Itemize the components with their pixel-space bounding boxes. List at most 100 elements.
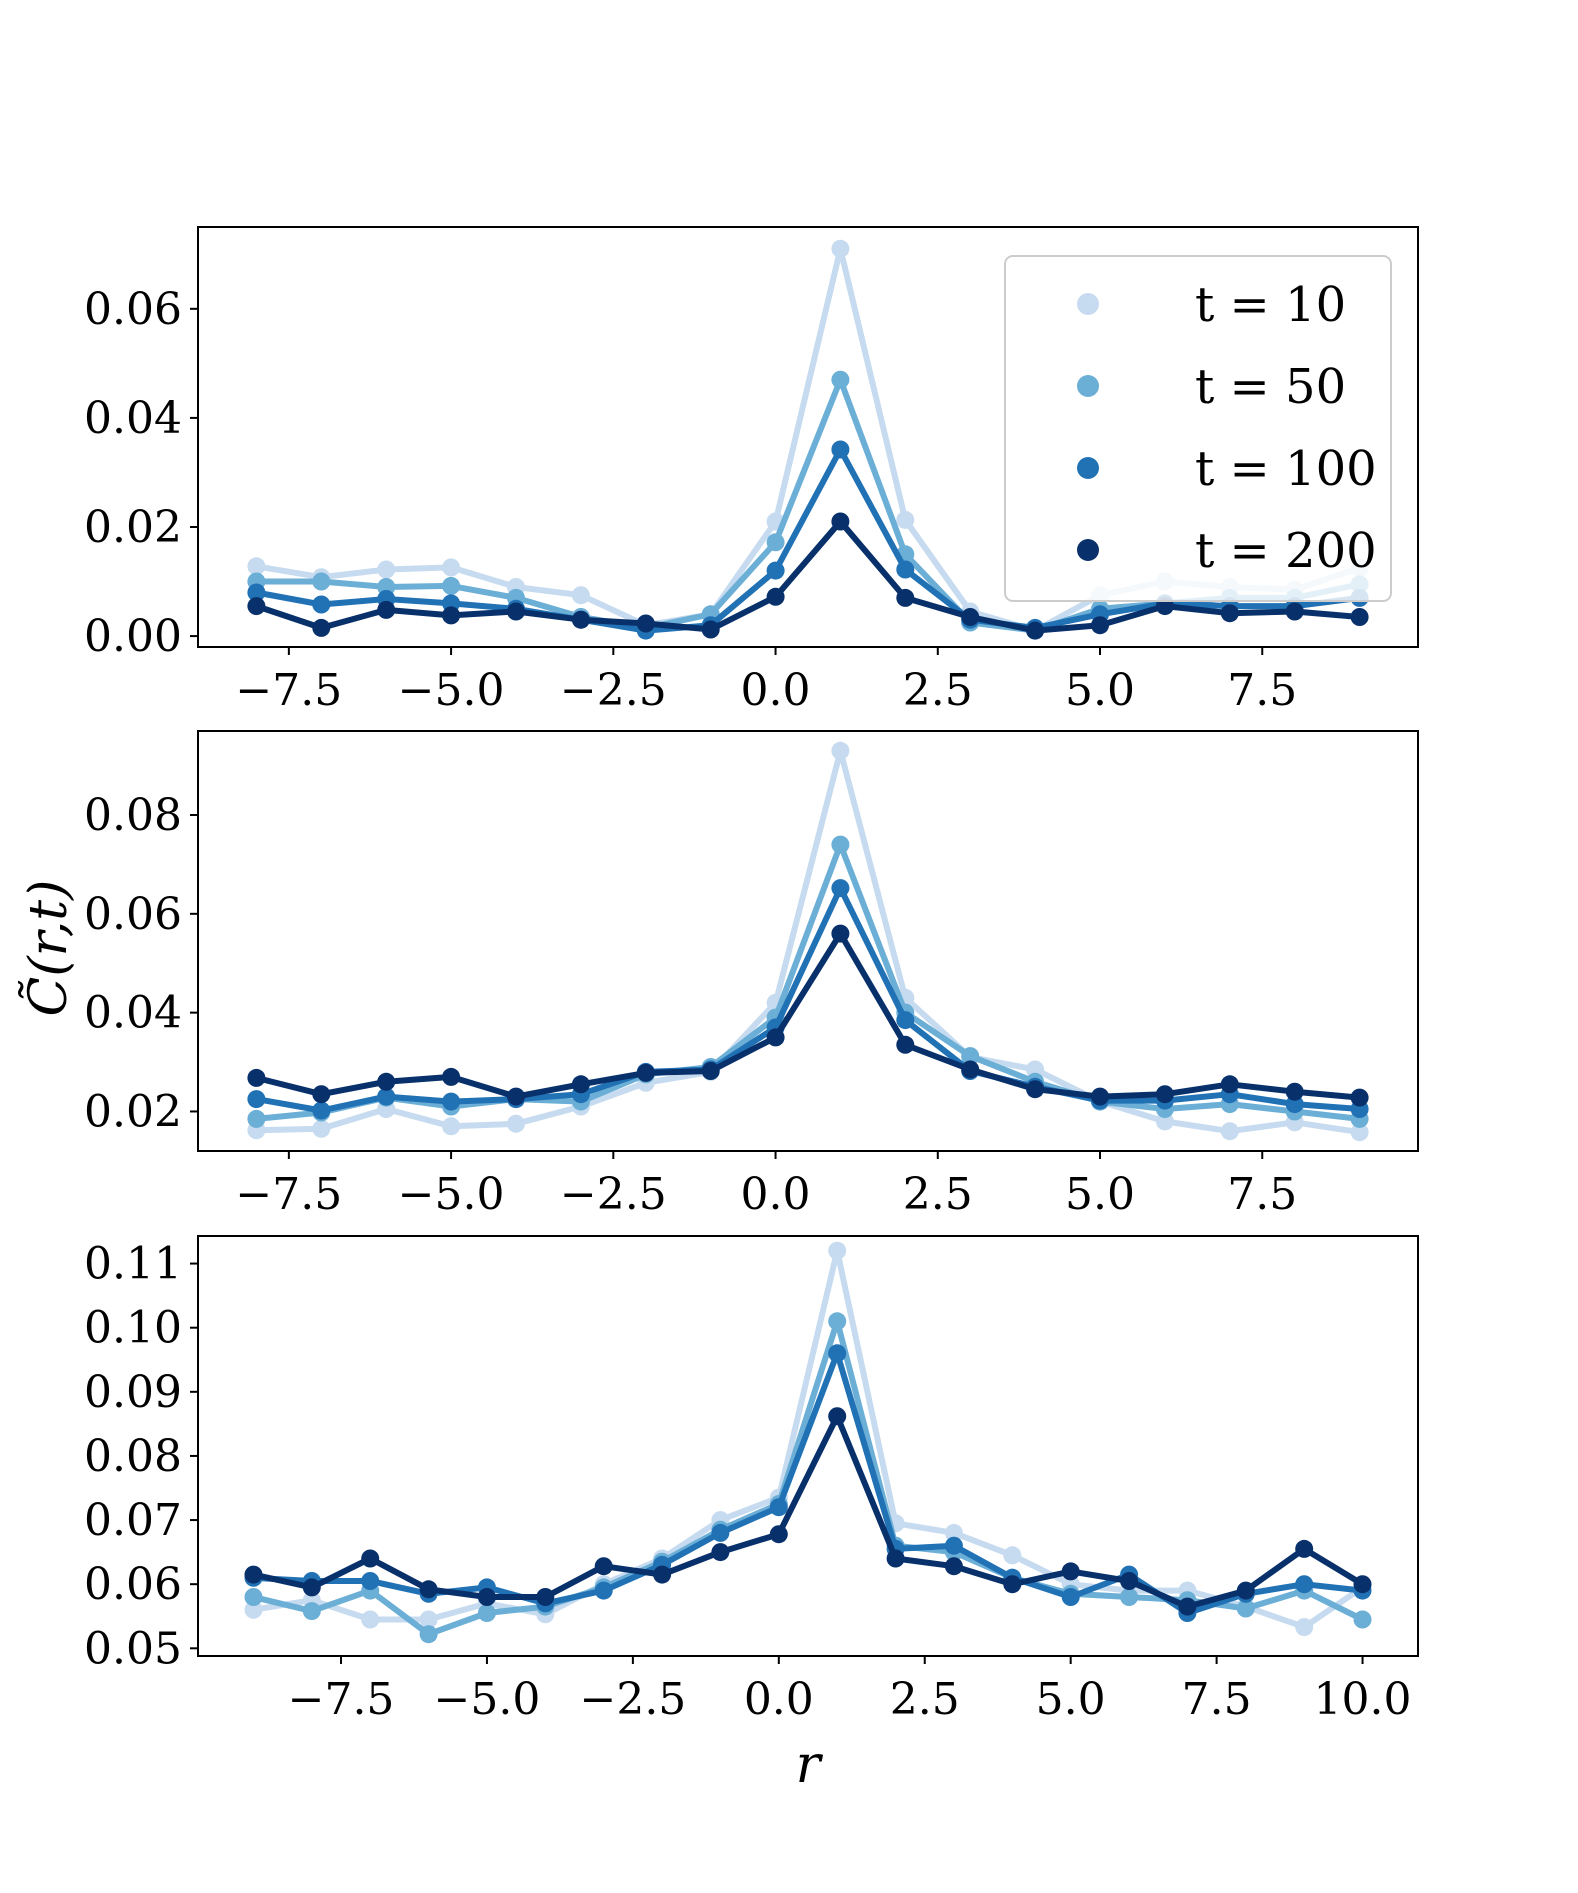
data-point-top-3-0 bbox=[247, 597, 266, 616]
data-point-bottom-0-3 bbox=[419, 1610, 438, 1629]
data-point-bottom-3-8 bbox=[711, 1543, 730, 1562]
y-tick-label-top-0: 0.00 bbox=[84, 611, 182, 662]
data-point-top-3-1 bbox=[312, 618, 331, 637]
data-point-bottom-3-3 bbox=[419, 1580, 438, 1599]
x-tick-label-middle-4: 2.5 bbox=[903, 1169, 973, 1220]
data-point-bottom-3-11 bbox=[886, 1549, 905, 1568]
x-tick-label-bottom-6: 7.5 bbox=[1182, 1674, 1252, 1725]
data-point-bottom-1-1 bbox=[302, 1602, 321, 1621]
x-tick-label-top-0: −7.5 bbox=[235, 665, 342, 716]
data-point-bottom-2-9 bbox=[769, 1498, 788, 1517]
legend-label-0: t = 10 bbox=[1195, 277, 1346, 333]
legend-marker-1 bbox=[1077, 375, 1099, 397]
data-point-top-3-10 bbox=[896, 588, 915, 607]
series-line-middle-0 bbox=[253, 747, 1363, 1136]
data-point-top-3-8 bbox=[766, 587, 785, 606]
data-point-middle-2-0 bbox=[247, 1090, 266, 1109]
data-point-bottom-3-19 bbox=[1353, 1575, 1372, 1594]
series-line-middle-2 bbox=[253, 885, 1363, 1114]
data-point-bottom-1-19 bbox=[1353, 1610, 1372, 1629]
data-point-bottom-2-12 bbox=[944, 1536, 963, 1555]
data-point-bottom-3-12 bbox=[944, 1557, 963, 1576]
data-point-middle-1-0 bbox=[247, 1109, 266, 1128]
legend-label-2: t = 100 bbox=[1195, 441, 1377, 497]
data-point-top-3-6 bbox=[636, 614, 655, 633]
axes-frame-middle bbox=[197, 730, 1419, 1152]
data-point-bottom-0-12 bbox=[944, 1523, 963, 1542]
data-point-top-2-10 bbox=[896, 560, 915, 579]
x-tick-label-middle-6: 7.5 bbox=[1227, 1169, 1297, 1220]
data-point-bottom-0-13 bbox=[1003, 1546, 1022, 1565]
x-tick-label-top-5: 5.0 bbox=[1065, 665, 1135, 716]
y-tick-label-top-2: 0.04 bbox=[84, 393, 182, 444]
y-tick-label-bottom-3: 0.08 bbox=[84, 1431, 182, 1482]
data-point-middle-0-4 bbox=[507, 1114, 525, 1133]
x-tick-label-middle-1: −5.0 bbox=[398, 1169, 505, 1220]
data-point-middle-3-10 bbox=[896, 1035, 915, 1054]
data-point-middle-0-15 bbox=[1220, 1122, 1239, 1141]
data-point-top-2-9 bbox=[831, 440, 850, 459]
series-line-top-3 bbox=[253, 518, 1363, 634]
data-point-top-0-2 bbox=[377, 560, 396, 579]
data-point-bottom-2-14 bbox=[1061, 1588, 1080, 1606]
series-line-top-2 bbox=[253, 446, 1363, 634]
data-point-top-2-1 bbox=[312, 595, 331, 614]
data-point-middle-0-1 bbox=[312, 1119, 331, 1138]
data-point-top-2-0 bbox=[247, 583, 266, 602]
data-point-bottom-3-2 bbox=[361, 1549, 380, 1568]
y-tick-label-bottom-0: 0.05 bbox=[84, 1623, 182, 1674]
data-point-middle-3-1 bbox=[312, 1085, 331, 1104]
data-point-middle-3-15 bbox=[1220, 1075, 1239, 1094]
data-point-top-3-3 bbox=[442, 606, 461, 625]
data-point-top-0-0 bbox=[247, 557, 266, 576]
y-tick-label-bottom-6: 0.11 bbox=[84, 1239, 182, 1290]
data-point-top-1-1 bbox=[312, 572, 331, 591]
x-tick-label-top-3: 0.0 bbox=[741, 665, 811, 716]
x-tick-label-bottom-0: −7.5 bbox=[288, 1674, 395, 1725]
data-point-middle-3-7 bbox=[701, 1062, 720, 1080]
data-point-top-2-8 bbox=[766, 561, 785, 580]
series-line-middle-1 bbox=[253, 841, 1363, 1122]
data-point-middle-0-17 bbox=[1350, 1123, 1369, 1142]
data-point-bottom-1-4 bbox=[477, 1604, 496, 1622]
data-point-bottom-2-8 bbox=[711, 1523, 730, 1542]
plot-area bbox=[244, 1241, 1372, 1644]
panels: −7.5 −5.0 −2.5 0.0 2.5 5.0 7.5 0.00 0.02 0.04 0.06… bbox=[84, 226, 1419, 1725]
legend-box bbox=[1004, 255, 1392, 602]
legend-marker-3 bbox=[1077, 539, 1099, 561]
x-tick-label-middle-5: 5.0 bbox=[1065, 1169, 1135, 1220]
axes-frame-bottom bbox=[197, 1235, 1419, 1657]
data-point-top-0-3 bbox=[442, 558, 461, 577]
y-tick-label-middle-0: 0.02 bbox=[84, 1086, 182, 1137]
x-tick-label-bottom-5: 5.0 bbox=[1036, 1674, 1106, 1725]
data-point-top-3-15 bbox=[1220, 604, 1239, 623]
data-point-bottom-1-10 bbox=[828, 1312, 847, 1331]
data-point-middle-3-9 bbox=[831, 924, 850, 943]
data-point-middle-2-2 bbox=[377, 1087, 396, 1106]
plot-area bbox=[247, 239, 1369, 640]
x-tick-label-middle-0: −7.5 bbox=[235, 1169, 342, 1220]
data-point-middle-3-16 bbox=[1285, 1082, 1304, 1101]
data-point-bottom-3-6 bbox=[594, 1557, 613, 1576]
data-point-middle-0-3 bbox=[442, 1117, 461, 1136]
data-point-middle-0-12 bbox=[1026, 1060, 1045, 1079]
data-point-bottom-3-14 bbox=[1061, 1562, 1080, 1581]
x-tick-label-bottom-4: 2.5 bbox=[890, 1674, 960, 1725]
data-point-top-0-10 bbox=[896, 510, 915, 529]
data-point-top-3-12 bbox=[1026, 621, 1045, 640]
x-tick-label-middle-2: −2.5 bbox=[560, 1169, 667, 1220]
x-tick-label-top-4: 2.5 bbox=[903, 665, 973, 716]
data-point-bottom-3-13 bbox=[1003, 1575, 1022, 1594]
data-point-top-3-16 bbox=[1285, 602, 1304, 621]
y-tick-label-top-1: 0.02 bbox=[84, 502, 182, 553]
panel-middle: −7.5 −5.0 −2.5 0.0 2.5 5.0 7.5 0.02 0.04 0.06 0.08 bbox=[84, 730, 1419, 1220]
data-point-bottom-1-0 bbox=[244, 1588, 263, 1606]
data-point-bottom-3-10 bbox=[828, 1407, 847, 1426]
data-point-bottom-2-6 bbox=[594, 1581, 613, 1600]
data-point-bottom-3-0 bbox=[244, 1565, 263, 1584]
data-point-bottom-2-18 bbox=[1295, 1575, 1314, 1594]
data-point-middle-0-14 bbox=[1155, 1112, 1174, 1131]
data-point-middle-1-9 bbox=[831, 835, 850, 854]
data-point-middle-3-0 bbox=[247, 1068, 266, 1087]
y-tick-label-middle-3: 0.08 bbox=[84, 790, 182, 841]
